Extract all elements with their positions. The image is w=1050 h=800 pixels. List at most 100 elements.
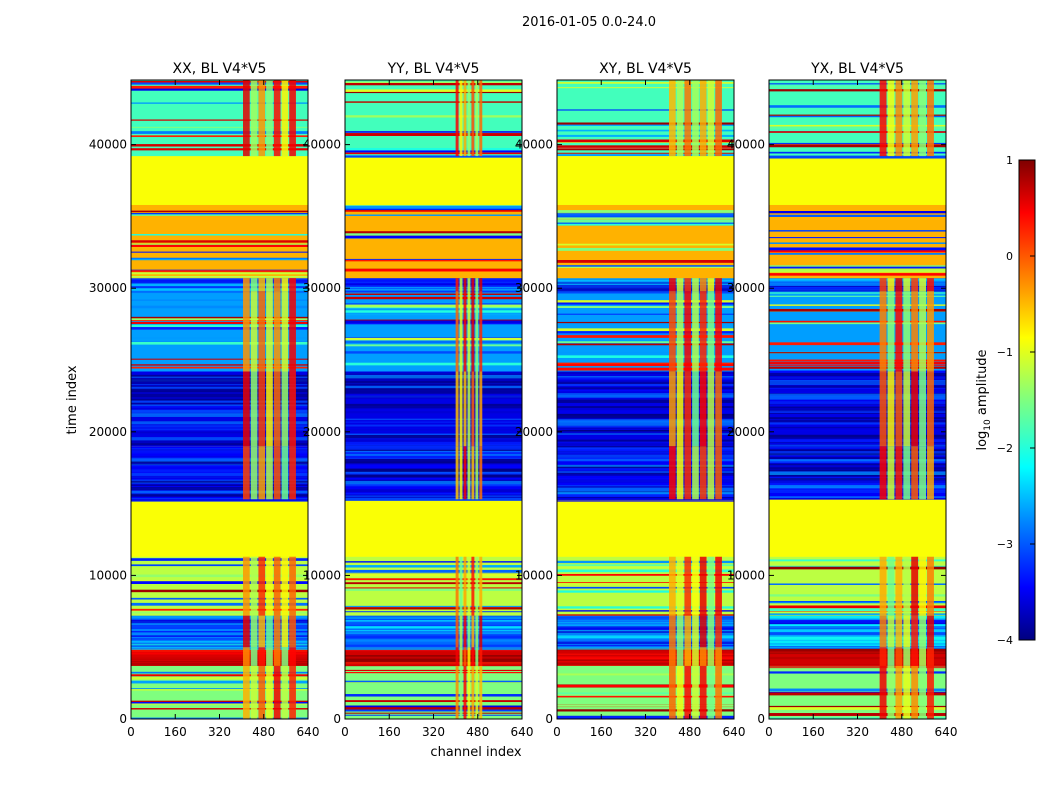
rfi-column (266, 80, 273, 157)
rfi-column (919, 556, 927, 616)
rfi-column (699, 80, 707, 157)
rfi-column (250, 647, 258, 666)
noise-stripe (345, 383, 522, 386)
time-stripe (345, 561, 522, 563)
time-stripe (557, 219, 734, 221)
noise-stripe (345, 656, 522, 659)
noise-stripe (131, 425, 308, 428)
x-tick-label: 480 (890, 725, 913, 739)
time-stripe (557, 560, 734, 564)
noise-stripe (345, 648, 522, 652)
time-stripe (557, 306, 734, 308)
time-stripe (131, 608, 308, 611)
noise-stripe (557, 288, 734, 292)
rfi-column (887, 665, 895, 719)
rfi-column (919, 80, 927, 157)
time-stripe (131, 275, 308, 278)
noise-stripe (557, 633, 734, 637)
noise-stripe (131, 400, 308, 403)
rfi-column (243, 665, 250, 719)
noise-stripe (131, 465, 308, 469)
noise-stripe (557, 464, 734, 467)
rfi-column (467, 371, 471, 447)
noise-stripe (557, 627, 734, 630)
rfi-column (289, 371, 296, 447)
noise-stripe (345, 458, 522, 463)
rfi-column (699, 556, 707, 616)
rfi-column-band (669, 80, 722, 719)
time-stripe (769, 126, 946, 130)
time-stripe (131, 119, 308, 121)
rfi-column (289, 278, 296, 292)
rfi-column (258, 291, 266, 372)
noise-stripe (131, 469, 308, 473)
rfi-column (684, 556, 692, 616)
rfi-column (258, 80, 266, 157)
y-tick-label: 30000 (89, 281, 127, 295)
x-tick-label: 320 (208, 725, 231, 739)
time-stripe (557, 684, 734, 688)
time-stripe (769, 605, 946, 609)
rfi-column (281, 80, 289, 157)
noise-stripe (769, 665, 946, 669)
time-stripe (769, 601, 946, 604)
rfi-column (266, 556, 273, 616)
time-stripe (557, 355, 734, 358)
rfi-column (281, 371, 289, 447)
noise-stripe (769, 664, 946, 666)
noise-stripe (769, 439, 946, 443)
noise-stripe (557, 282, 734, 284)
time-stripe (557, 148, 734, 151)
noise-stripe (345, 428, 522, 433)
rfi-column (463, 556, 467, 616)
noise-stripe (769, 372, 946, 375)
rfi-column (699, 665, 707, 719)
rfi-column (707, 647, 715, 666)
time-segment (131, 80, 308, 157)
rfi-column (289, 665, 296, 719)
rfi-column (455, 665, 459, 719)
time-stripe (557, 247, 734, 251)
rfi-column (879, 291, 887, 372)
noise-stripe (557, 447, 734, 451)
noise-stripe (345, 278, 522, 282)
rfi-column (266, 446, 273, 500)
rfi-column (455, 278, 459, 292)
noise-stripe (557, 660, 734, 662)
rfi-column (911, 80, 919, 157)
time-segment (557, 156, 734, 205)
rfi-column (887, 278, 895, 292)
rfi-column (684, 291, 692, 372)
time-segment (131, 665, 308, 720)
segment-fill (345, 291, 522, 372)
noise-stripe (131, 487, 308, 490)
noise-stripe (557, 636, 734, 640)
rfi-column (684, 665, 692, 719)
rfi-column (475, 556, 479, 616)
y-tick-label: 30000 (303, 281, 341, 295)
time-stripe (131, 364, 308, 366)
noise-stripe (557, 284, 734, 288)
noise-stripe (557, 420, 734, 424)
time-stripe (557, 154, 734, 156)
rfi-column (887, 647, 895, 666)
noise-stripe (131, 421, 308, 425)
noise-stripe (557, 498, 734, 502)
time-stripe (769, 594, 946, 597)
y-tick-label: 20000 (727, 425, 765, 439)
rfi-column (676, 615, 684, 648)
time-stripe (769, 671, 946, 674)
time-stripe (131, 366, 308, 369)
noise-stripe (131, 630, 308, 634)
time-stripe (345, 205, 522, 209)
time-stripe (131, 708, 308, 710)
noise-stripe (131, 393, 308, 398)
time-stripe (557, 709, 734, 712)
time-stripe (557, 569, 734, 573)
time-stripe (769, 292, 946, 294)
noise-stripe (557, 641, 734, 645)
noise-stripe (769, 646, 946, 648)
noise-stripe (769, 451, 946, 456)
noise-stripe (557, 624, 734, 628)
